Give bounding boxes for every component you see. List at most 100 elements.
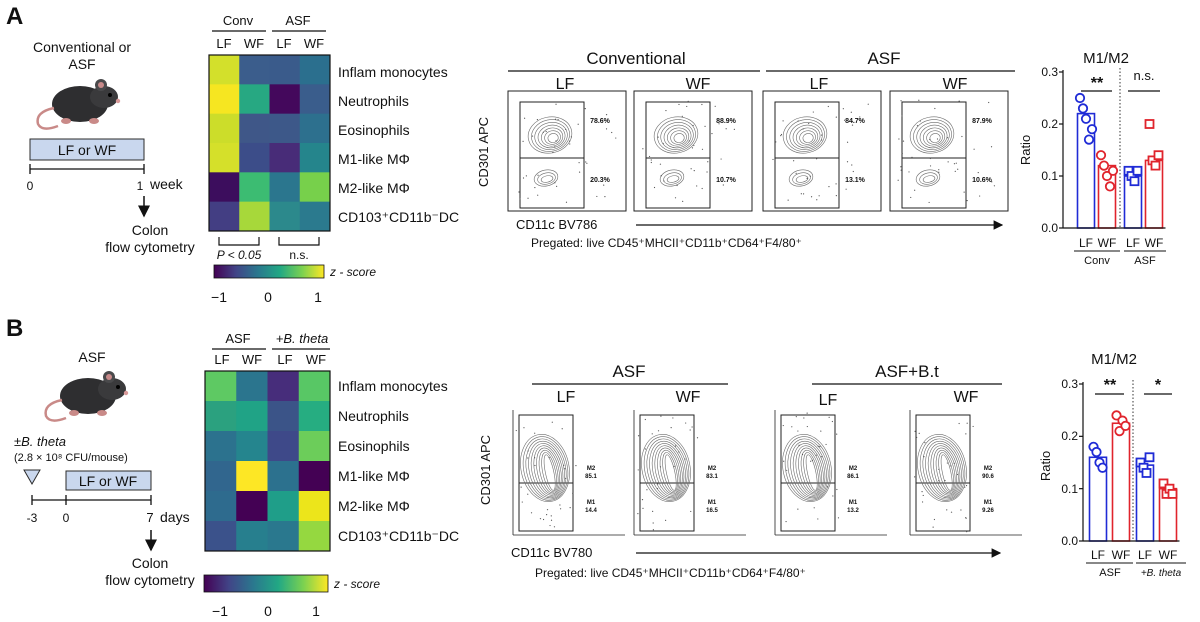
contour-line — [666, 175, 680, 183]
event-dot — [797, 508, 799, 510]
event-dot — [641, 499, 644, 501]
event-dot — [852, 170, 854, 173]
y-tick-label: 0.2 — [1061, 429, 1078, 443]
contour-line — [790, 440, 827, 499]
event-dot — [545, 130, 547, 133]
event-dot — [523, 427, 525, 429]
event-dot — [911, 156, 913, 158]
event-dot — [806, 412, 808, 414]
heatmap-row-label: M2-like MΦ — [338, 498, 410, 514]
event-dot — [810, 460, 812, 462]
bar — [1111, 422, 1131, 542]
gate-lower — [519, 157, 585, 209]
event-dot — [958, 100, 960, 102]
event-dot — [900, 166, 902, 168]
event-dot — [577, 123, 579, 125]
event-dot — [648, 155, 651, 158]
heatmap-cell — [269, 113, 301, 144]
bar — [1144, 159, 1164, 229]
contour-line — [919, 436, 966, 501]
x-tick-label: LF — [1126, 236, 1140, 250]
event-dot — [842, 108, 844, 110]
contour-line — [925, 440, 962, 499]
heatmap-cell — [205, 371, 237, 402]
heatmap-column-label: WF — [244, 36, 264, 51]
event-dot — [815, 454, 817, 456]
event-dot — [819, 446, 821, 448]
flow-group-label: Conventional — [586, 49, 685, 68]
event-dot — [898, 138, 900, 140]
event-dot — [578, 162, 580, 164]
contour-line — [922, 438, 964, 500]
stats-bracket — [218, 237, 260, 246]
contour-line — [802, 133, 814, 143]
flow-plot-frame — [633, 90, 753, 212]
tick-label: 7 — [146, 510, 153, 525]
event-dot — [836, 488, 838, 491]
event-dot — [515, 429, 517, 432]
y-tick-label: 0.0 — [1061, 534, 1078, 548]
event-dot — [929, 138, 931, 141]
event-dot — [787, 199, 789, 201]
flow-diet-label: LF — [557, 389, 576, 406]
flow-diet-label: WF — [676, 389, 701, 406]
flow-plot: 88.9% 10.7% — [633, 90, 753, 212]
event-dot — [800, 193, 802, 195]
gate-lower-value: 10.7% — [716, 177, 737, 184]
heatmap-border — [204, 370, 331, 552]
event-dot — [963, 191, 965, 193]
gate-m1-value: 16.5 — [706, 508, 718, 514]
time-unit: week — [149, 176, 184, 192]
heatmap-cell — [298, 431, 331, 462]
event-dot — [522, 140, 524, 142]
colorbar — [213, 264, 325, 279]
heatmap-cell — [267, 431, 300, 462]
flow-diet-label: LF — [810, 76, 829, 93]
contour-line — [657, 447, 682, 495]
event-dot — [725, 128, 727, 130]
data-point — [1077, 103, 1089, 114]
contour-line — [803, 452, 819, 492]
stats-bracket — [278, 237, 320, 246]
event-dot — [813, 507, 815, 509]
y-tick-label: 0.0 — [1041, 221, 1058, 235]
gate-upper-value: 88.9% — [716, 118, 737, 125]
event-dot — [663, 180, 665, 182]
event-dot — [693, 144, 695, 147]
event-dot — [534, 186, 536, 189]
contour-line — [935, 449, 956, 494]
contour-line — [787, 438, 829, 500]
event-dot — [922, 494, 924, 497]
heatmap-cell — [299, 84, 331, 115]
flow-plot: 78.6% 20.3% — [507, 90, 627, 212]
event-dot — [696, 437, 699, 439]
event-dot — [521, 501, 523, 503]
event-dot — [569, 143, 571, 145]
heatmap-cell — [269, 55, 301, 85]
event-dot — [966, 199, 968, 202]
heatmap-cell — [205, 401, 237, 432]
event-dot — [534, 457, 536, 459]
flow-group-label: ASF — [612, 362, 645, 381]
event-dot — [946, 462, 948, 464]
event-dot — [902, 140, 905, 142]
readout-line2: flow cytometry — [105, 239, 194, 255]
event-dot — [637, 513, 639, 515]
contour-line — [547, 133, 559, 143]
event-dot — [825, 443, 827, 446]
contour-line — [667, 127, 690, 147]
colorbar-tick: 1 — [312, 603, 320, 619]
schematic-title-line1: Conventional or — [33, 39, 131, 55]
y-tick-label: 0.1 — [1041, 169, 1058, 183]
event-dot — [551, 421, 553, 423]
event-dot — [783, 460, 785, 462]
event-dot — [659, 163, 662, 165]
heatmap-cell — [236, 371, 268, 402]
event-dot — [711, 132, 713, 135]
event-dot — [660, 175, 662, 177]
heatmap-cell — [298, 401, 331, 432]
event-dot — [688, 140, 690, 142]
flow-diet-label: WF — [686, 76, 711, 93]
contour-line — [796, 127, 819, 147]
event-dot — [828, 416, 830, 418]
